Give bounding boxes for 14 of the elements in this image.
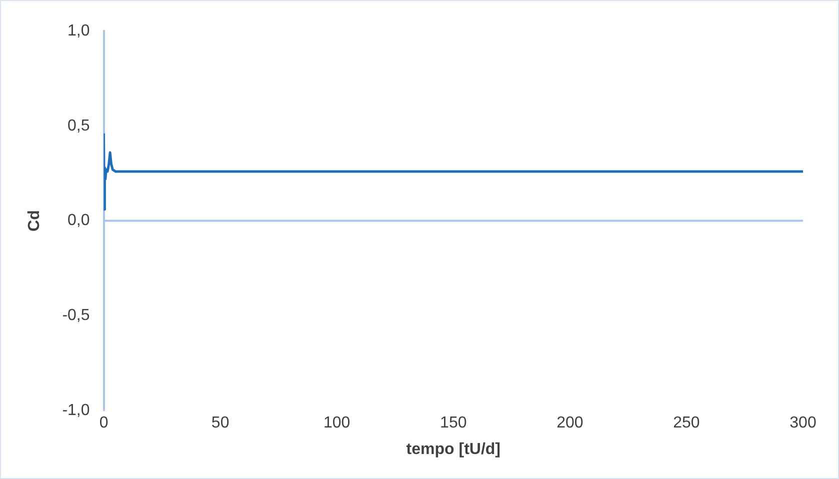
x-tick-label: 250 — [673, 414, 700, 432]
y-tick-label: -0,5 — [62, 307, 90, 324]
x-tick-label: 150 — [440, 414, 467, 432]
y-tick-label: 0,5 — [68, 117, 90, 134]
y-axis-title: Cd — [26, 210, 44, 232]
y-tick-label: 0,0 — [68, 212, 90, 230]
x-tick-label: 0 — [99, 414, 108, 432]
x-axis-title: tempo [tU/d] — [406, 440, 500, 458]
x-tick-label: 100 — [323, 414, 350, 432]
x-tick-label: 200 — [556, 414, 584, 432]
y-tick-label: -1,0 — [62, 402, 90, 420]
x-tick-label: 300 — [790, 414, 816, 432]
x-tick-label: 50 — [211, 414, 230, 432]
y-tick-label: 1,0 — [68, 22, 90, 40]
